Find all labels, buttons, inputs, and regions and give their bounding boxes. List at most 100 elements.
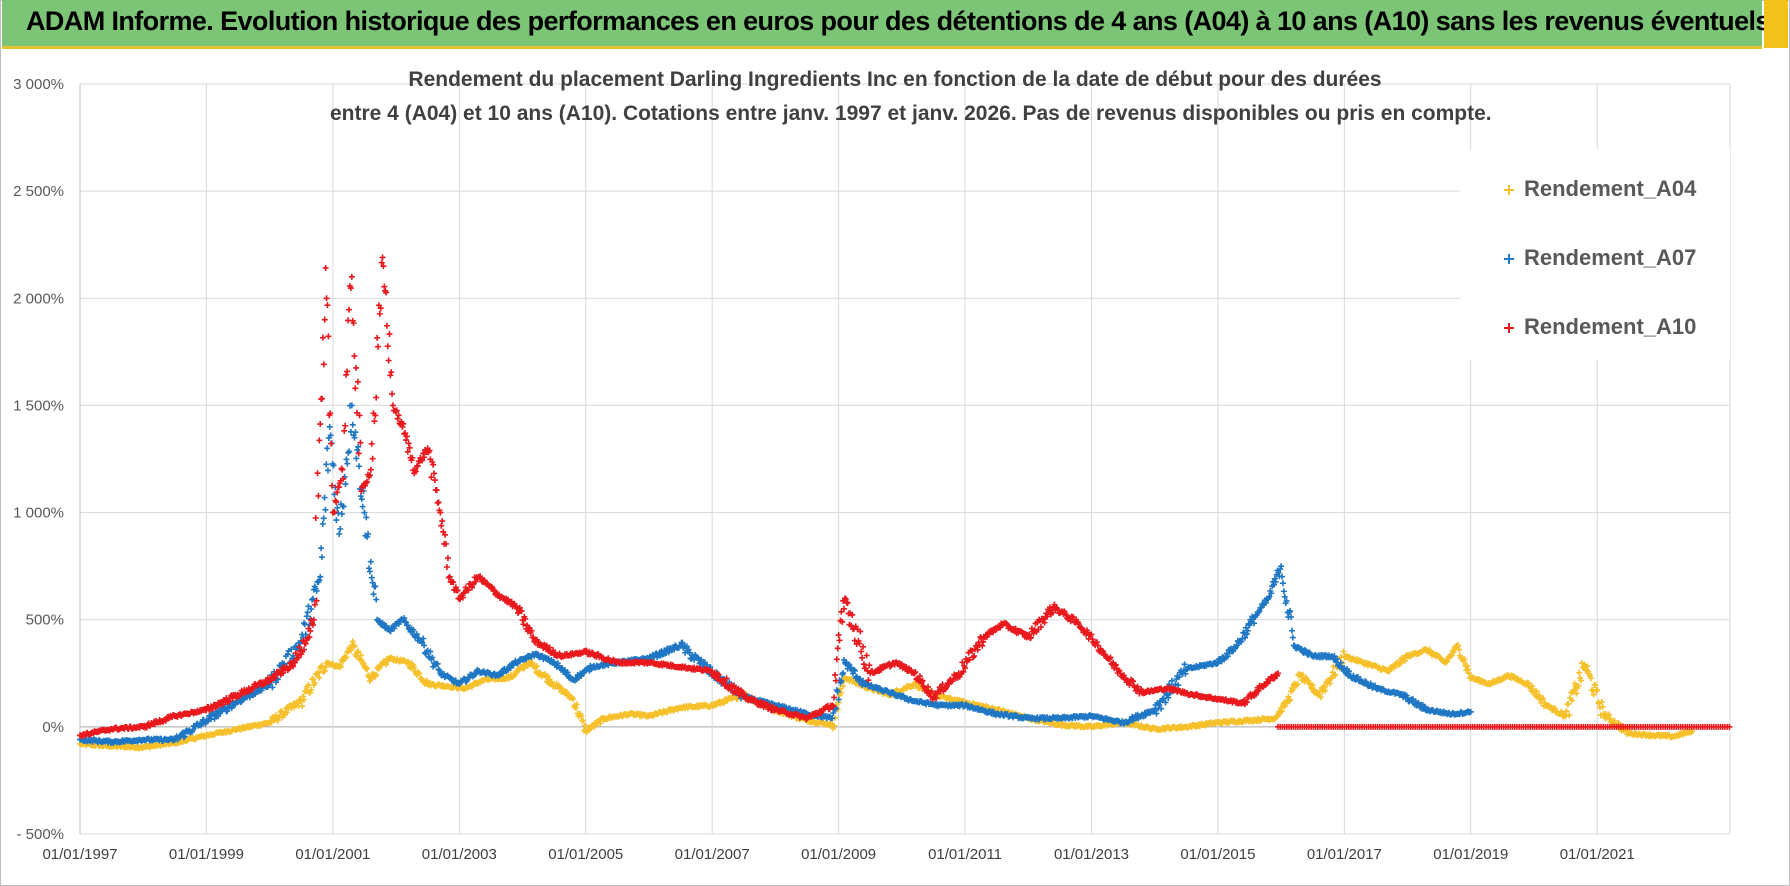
scatter-point: [354, 378, 361, 385]
scatter-point: [1578, 660, 1585, 667]
scatter-point: [321, 494, 328, 501]
chart-legend: Rendement_A04 Rendement_A07 Rendement_A1…: [1460, 150, 1730, 360]
scatter-point: [359, 503, 366, 510]
scatter-point: [373, 596, 380, 603]
scatter-point: [1289, 634, 1296, 641]
scatter-point: [341, 427, 348, 434]
scatter-point: [320, 361, 327, 368]
scatter-point: [866, 662, 873, 669]
scatter-point: [368, 574, 375, 581]
scatter-point: [366, 568, 373, 575]
y-tick-label: 1 500%: [13, 397, 64, 414]
scatter-point: [1592, 681, 1599, 688]
scatter-point: [444, 555, 451, 562]
scatter-point: [435, 499, 442, 506]
scatter-point: [324, 467, 331, 474]
legend-label-a07: Rendement_A07: [1524, 245, 1697, 270]
scatter-point: [322, 506, 329, 513]
scatter-point: [324, 445, 331, 452]
y-tick-label: 1 000%: [13, 505, 64, 522]
scatter-point: [418, 675, 425, 682]
scatter-point: [316, 437, 323, 444]
scatter-point: [389, 390, 396, 397]
y-tick-label: 3 000%: [13, 76, 64, 93]
data-point: [326, 423, 333, 430]
scatter-point: [1464, 662, 1471, 669]
scatter-point: [1386, 668, 1393, 675]
legend-label-a04: Rendement_A04: [1524, 176, 1697, 201]
scatter-point: [1540, 695, 1547, 702]
scatter-point: [569, 695, 576, 702]
scatter-point: [386, 331, 393, 338]
scatter-point: [1611, 717, 1618, 724]
scatter-point: [375, 665, 382, 672]
series-Rendement_A10: [77, 254, 1281, 740]
y-tick-label: - 500%: [16, 826, 64, 843]
scatter-point: [1575, 682, 1582, 689]
scatter-point: [274, 717, 281, 724]
scatter-point: [355, 648, 362, 655]
scatter-point: [1598, 698, 1605, 705]
scatter-point: [351, 353, 358, 360]
x-tick-label: 01/01/2011: [928, 846, 1002, 863]
scatter-point: [376, 310, 383, 317]
scatter-point: [1450, 649, 1457, 656]
scatter-point: [548, 679, 555, 686]
scatter-point: [1565, 700, 1572, 707]
scatter-point: [1465, 666, 1472, 673]
x-tick-label: 01/01/2007: [675, 846, 750, 863]
scatter-point: [342, 481, 349, 488]
scatter-point: [371, 418, 378, 425]
scatter-point: [349, 638, 356, 645]
scatter-point: [1605, 711, 1612, 718]
scatter-point: [573, 701, 580, 708]
scatter-point: [356, 463, 363, 470]
scatter-point: [834, 645, 841, 652]
scatter-point: [1309, 682, 1316, 689]
scatter-point: [373, 671, 380, 678]
x-tick-label: 01/01/2021: [1560, 846, 1635, 863]
x-tick-label: 01/01/2009: [801, 846, 876, 863]
scatter-point: [320, 515, 327, 522]
scatter-point: [358, 496, 365, 503]
scatter-point: [1279, 580, 1286, 587]
scatter-point: [357, 652, 364, 659]
legend-label-a10: Rendement_A10: [1524, 314, 1697, 339]
scatter-point: [299, 703, 306, 710]
data-point: [339, 466, 346, 473]
y-tick-label: 2 000%: [13, 290, 64, 307]
scatter-point: [322, 264, 329, 271]
banner-corner-accent: [1764, 0, 1788, 48]
scatter-point: [1285, 693, 1292, 700]
scatter-point: [1456, 646, 1463, 653]
scatter-point: [1570, 687, 1577, 694]
scatter-point: [832, 671, 839, 678]
scatter-point: [335, 484, 342, 491]
scatter-point: [291, 704, 298, 711]
scatter-point: [1398, 659, 1405, 666]
scatter-point: [1584, 663, 1591, 670]
series-Rendement_A04: [77, 638, 1696, 752]
scatter-point: [268, 719, 275, 726]
scatter-point: [308, 686, 315, 693]
banner-title: ADAM Informe. Evolution historique des p…: [26, 6, 1770, 36]
data-point: [1278, 563, 1285, 570]
scatter-point: [1288, 627, 1295, 634]
scatter-point: [351, 643, 358, 650]
scatter-point: [1444, 658, 1451, 665]
x-tick-label: 01/01/2001: [295, 846, 370, 863]
scatter-point: [352, 385, 359, 392]
scatter-point: [1605, 712, 1612, 719]
scatter-point: [433, 487, 440, 494]
scatter-point: [343, 371, 350, 378]
scatter-point: [1461, 656, 1468, 663]
y-tick-label: 500%: [26, 612, 64, 629]
series-Rendement_A10-zero: [1274, 723, 1733, 730]
scatter-point: [1590, 691, 1597, 698]
scatter-point: [349, 421, 356, 428]
scatter-point: [300, 693, 307, 700]
scatter-point: [1525, 680, 1532, 687]
scatter-point: [1568, 697, 1575, 704]
scatter-point: [383, 322, 390, 329]
scatter-point: [379, 254, 386, 261]
